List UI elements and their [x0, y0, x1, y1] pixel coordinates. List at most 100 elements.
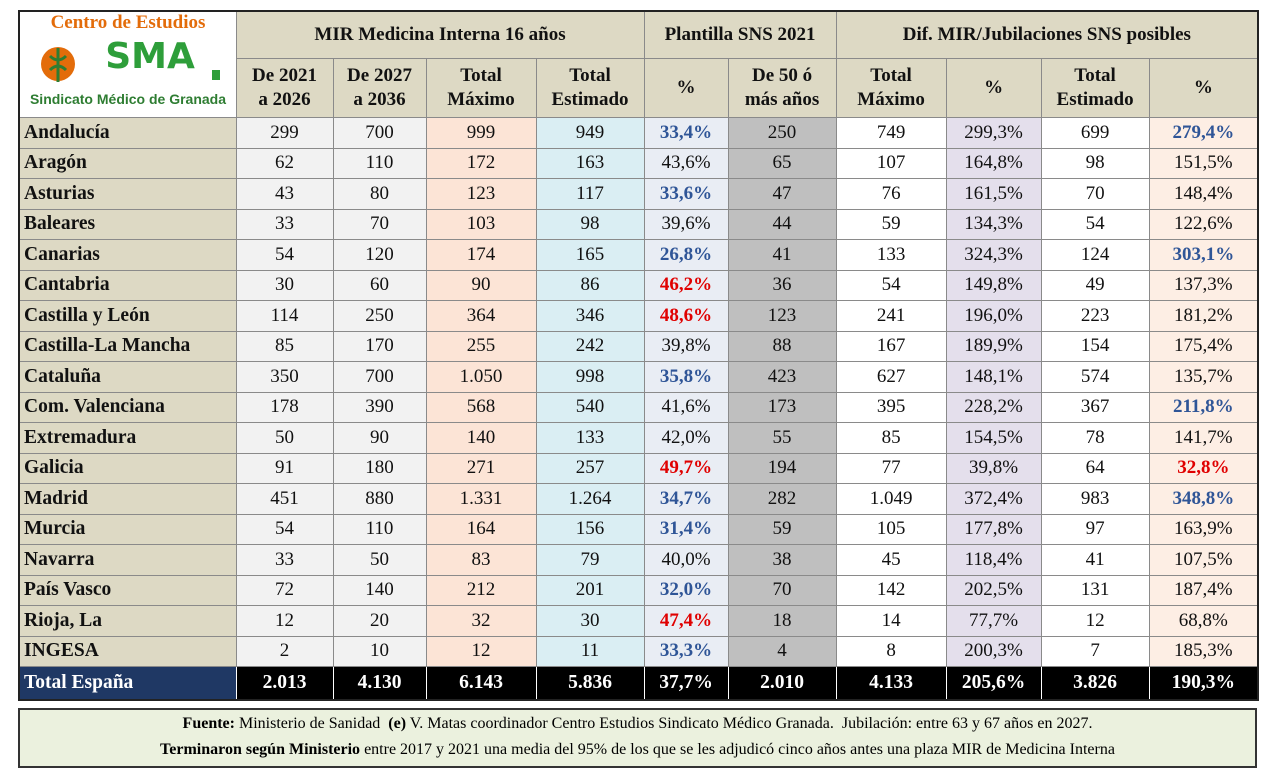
row-label: Galicia	[18, 452, 237, 484]
footer-text: entre 2017 y 2021 una media del 95% de l…	[360, 741, 1115, 758]
column-header: Total Máximo	[835, 58, 947, 118]
table-row: Cantabria 30 60 90 86 46,2% 36 54 149,8% 49 137,3%	[18, 269, 1259, 301]
table-cell: 303,1%	[1148, 239, 1259, 271]
group-header: Dif. MIR/Jubilaciones SNS posibles	[835, 10, 1259, 59]
table-cell: 110	[332, 147, 427, 179]
table-cell: 149,8%	[945, 269, 1042, 301]
table-cell: 4	[727, 635, 837, 667]
table-cell: 49,7%	[643, 452, 729, 484]
row-label: Castilla-La Mancha	[18, 330, 237, 362]
table-cell: 122,6%	[1148, 208, 1259, 240]
table-cell: 90	[425, 269, 537, 301]
table-cell: 156	[535, 513, 645, 545]
column-header: %	[1148, 58, 1259, 118]
row-label: Rioja, La	[18, 605, 237, 637]
table-row: Castilla y León 114 250 364 346 48,6% 123 241 19…	[18, 300, 1259, 332]
table-cell: 107	[835, 147, 947, 179]
table-cell: 40,0%	[643, 544, 729, 576]
table-row: País Vasco 72 140 212 201 32,0% 70 142 202,5% 131…	[18, 574, 1259, 606]
table-cell: 90	[332, 422, 427, 454]
table-cell: 64	[1040, 452, 1150, 484]
table-cell: 103	[425, 208, 537, 240]
table-cell: 173	[727, 391, 837, 423]
table-cell: 161,5%	[945, 178, 1042, 210]
table-cell: 114	[235, 300, 334, 332]
table-cell: 14	[835, 605, 947, 637]
table-cell: 282	[727, 483, 837, 515]
table-row: Andalucía 299 700 999 949 33,4% 250 749 299,3% 69…	[18, 117, 1259, 149]
table-cell: 627	[835, 361, 947, 393]
table-cell: 451	[235, 483, 334, 515]
table-cell: 223	[1040, 300, 1150, 332]
table-cell: 54	[835, 269, 947, 301]
table-cell: 174	[425, 239, 537, 271]
table-cell: 47	[727, 178, 837, 210]
row-label: Castilla y León	[18, 300, 237, 332]
table-wrap: Centro de Estudios SMA Sindicato Médico …	[18, 10, 1260, 701]
table-cell: 167	[835, 330, 947, 362]
logo: Centro de Estudios SMA Sindicato Médico …	[18, 10, 237, 118]
table-cell: 124	[1040, 239, 1150, 271]
table-cell: 212	[425, 574, 537, 606]
table-cell: 49	[1040, 269, 1150, 301]
table-cell: 200,3%	[945, 635, 1042, 667]
table-cell: 170	[332, 330, 427, 362]
column-header: Total Estimado	[1040, 58, 1150, 118]
table-cell: 211,8%	[1148, 391, 1259, 423]
table-cell: 133	[835, 239, 947, 271]
group-header: Plantilla SNS 2021	[643, 10, 837, 59]
table-cell: 50	[332, 544, 427, 576]
table-cell: 77	[835, 452, 947, 484]
table-cell: 390	[332, 391, 427, 423]
total-cell: 190,3%	[1148, 666, 1259, 701]
table-cell: 18	[727, 605, 837, 637]
table-cell: 999	[425, 117, 537, 149]
table-cell: 181,2%	[1148, 300, 1259, 332]
table-cell: 91	[235, 452, 334, 484]
table-cell: 148,1%	[945, 361, 1042, 393]
table-cell: 140	[425, 422, 537, 454]
table-cell: 201	[535, 574, 645, 606]
total-cell: 2.013	[235, 666, 334, 701]
row-label: Asturias	[18, 178, 237, 210]
table-cell: 31,4%	[643, 513, 729, 545]
footer-text: Ministerio de Sanidad	[234, 715, 389, 732]
total-label: Total España	[18, 666, 237, 701]
table-cell: 60	[332, 269, 427, 301]
table-cell: 44	[727, 208, 837, 240]
table-cell: 70	[727, 574, 837, 606]
total-cell: 37,7%	[643, 666, 729, 701]
table-cell: 30	[235, 269, 334, 301]
table-cell: 34,7%	[643, 483, 729, 515]
logo-bottom: Sindicato Médico de Granada	[30, 91, 226, 107]
table-row: Aragón 62 110 172 163 43,6% 65 107 164,8% 98 151,5…	[18, 147, 1259, 179]
group-header: MIR Medicina Interna 16 años	[235, 10, 645, 59]
total-cell: 6.143	[425, 666, 537, 701]
footer-text: V. Matas coordinador Centro Estudios Sin…	[406, 715, 1093, 732]
footer-line: Terminaron según Ministerio entre 2017 y…	[20, 737, 1255, 763]
table-row: Asturias 43 80 123 117 33,6% 47 76 161,5% 70 148,4…	[18, 178, 1259, 210]
table-cell: 33,3%	[643, 635, 729, 667]
table-cell: 10	[332, 635, 427, 667]
footer-bold: (e)	[388, 715, 407, 732]
table-cell: 299	[235, 117, 334, 149]
table-cell: 154	[1040, 330, 1150, 362]
row-label: Aragón	[18, 147, 237, 179]
table-cell: 59	[835, 208, 947, 240]
table-cell: 85	[235, 330, 334, 362]
table-cell: 1.264	[535, 483, 645, 515]
table-cell: 39,8%	[643, 330, 729, 362]
row-label: Com. Valenciana	[18, 391, 237, 423]
table-cell: 43	[235, 178, 334, 210]
table-row: Murcia 54 110 164 156 31,4% 59 105 177,8% 97 163,9…	[18, 513, 1259, 545]
total-cell: 205,6%	[945, 666, 1042, 701]
table-cell: 32,8%	[1148, 452, 1259, 484]
table-cell: 62	[235, 147, 334, 179]
table-cell: 279,4%	[1148, 117, 1259, 149]
table-cell: 33	[235, 208, 334, 240]
table-cell: 39,8%	[945, 452, 1042, 484]
row-label: Navarra	[18, 544, 237, 576]
column-header: De 50 ó más años	[727, 58, 837, 118]
column-header: Total Estimado	[535, 58, 645, 118]
table-cell: 33,6%	[643, 178, 729, 210]
